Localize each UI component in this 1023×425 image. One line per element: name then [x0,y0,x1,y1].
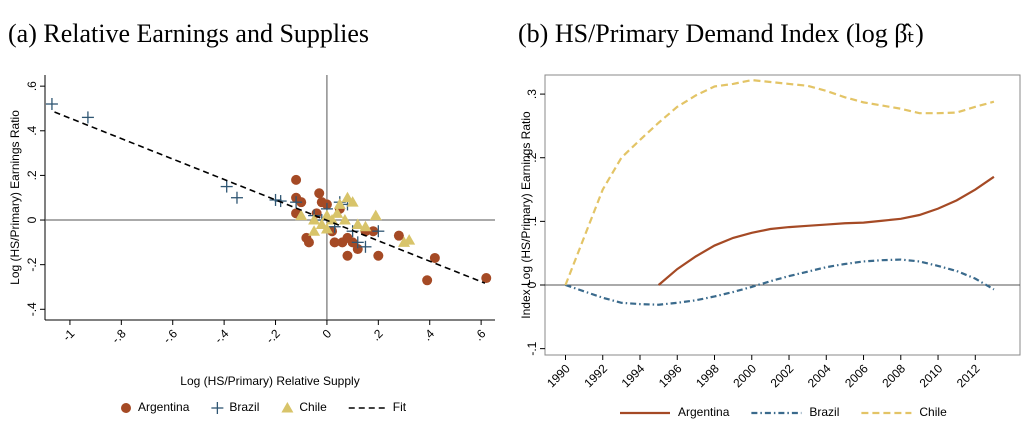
x-tick-label: -1 [60,326,78,344]
point [290,196,303,209]
x-tick-label: .2 [369,326,386,343]
point [372,225,385,238]
legend-marker [211,402,224,414]
y-tick-label: .2 [525,152,539,162]
point [314,188,325,199]
point [346,196,359,207]
x-tick-label: 1990 [544,361,573,390]
x-tick-label: 2000 [730,361,759,390]
y-tick-label: 0 [25,216,39,223]
x-tick-label: 1992 [581,361,610,390]
y-tick-label: .6 [25,81,39,91]
y-tick-label: .4 [25,125,39,135]
point [481,273,492,284]
y-axis-title: Index Log (HS/Primary) Earnings Ratio [519,111,533,319]
point [359,220,372,232]
point [220,180,233,193]
point [303,237,314,248]
x-tick-label: 1996 [656,361,685,390]
legend-label: Chile [919,405,947,419]
point [269,193,282,206]
series-line [54,111,486,284]
point [291,174,302,185]
x-tick-label: 0 [320,326,335,341]
series-line [657,175,995,286]
point [333,198,346,209]
legend-label: Brazil [229,400,259,414]
x-tick-label: 1994 [619,361,648,390]
x-tick-label: 2008 [879,361,908,390]
x-tick-label: 2004 [805,361,834,390]
x-tick-label: .6 [472,326,489,343]
y-tick-label: .2 [25,170,39,180]
legend-label: Argentina [138,400,190,414]
point [429,252,440,263]
x-tick-label: 2010 [917,361,946,390]
point [369,209,382,221]
series-line [564,78,995,286]
x-tick-label: 2002 [768,361,797,390]
point [274,195,287,208]
point [351,218,364,229]
legend-label: Brazil [809,405,839,419]
point [342,250,353,261]
legend-label: Fit [393,400,407,414]
point [320,222,333,234]
point [315,218,328,229]
x-tick-label: -.4 [212,326,232,346]
legend-label: Chile [299,400,327,414]
point [373,250,384,261]
x-tick-label: -.8 [109,326,129,346]
point [393,230,404,241]
legend-marker [121,403,131,413]
point [308,225,321,236]
point [81,111,94,124]
point [295,209,308,221]
y-tick-label: .1 [525,216,539,226]
point [230,191,243,204]
point [422,275,433,286]
point [45,98,58,111]
panel-title: (b) HS/Primary Demand Index (log β̂ₜ) [518,19,924,48]
x-tick-label: 1998 [693,361,722,390]
point [341,191,354,203]
y-tick-label: -.1 [525,341,539,355]
panel-title: (a) Relative Earnings and Supplies [8,19,369,48]
x-tick-label: 2012 [954,361,983,390]
y-tick-label: 0 [525,281,539,288]
x-tick-label: 2006 [842,361,871,390]
series-line [565,258,995,306]
point [351,236,364,249]
point [329,237,340,248]
x-tick-label: -.6 [160,326,180,346]
point [331,207,344,218]
y-axis-title: Log (HS/Primary) Earnings Ratio [8,110,22,285]
point [320,209,333,221]
legend-marker [281,402,294,413]
x-tick-label: .4 [420,326,437,343]
point [308,214,321,225]
y-tick-label: .3 [525,89,539,99]
point [359,240,372,253]
plot-frame [544,74,1021,356]
y-tick-label: -.2 [25,257,39,271]
x-tick-label: -.2 [263,326,283,346]
legend-label: Argentina [678,405,730,419]
point [338,214,351,225]
x-axis-title: Log (HS/Primary) Relative Supply [180,374,359,388]
point [403,234,416,245]
y-tick-label: -.4 [25,302,39,316]
